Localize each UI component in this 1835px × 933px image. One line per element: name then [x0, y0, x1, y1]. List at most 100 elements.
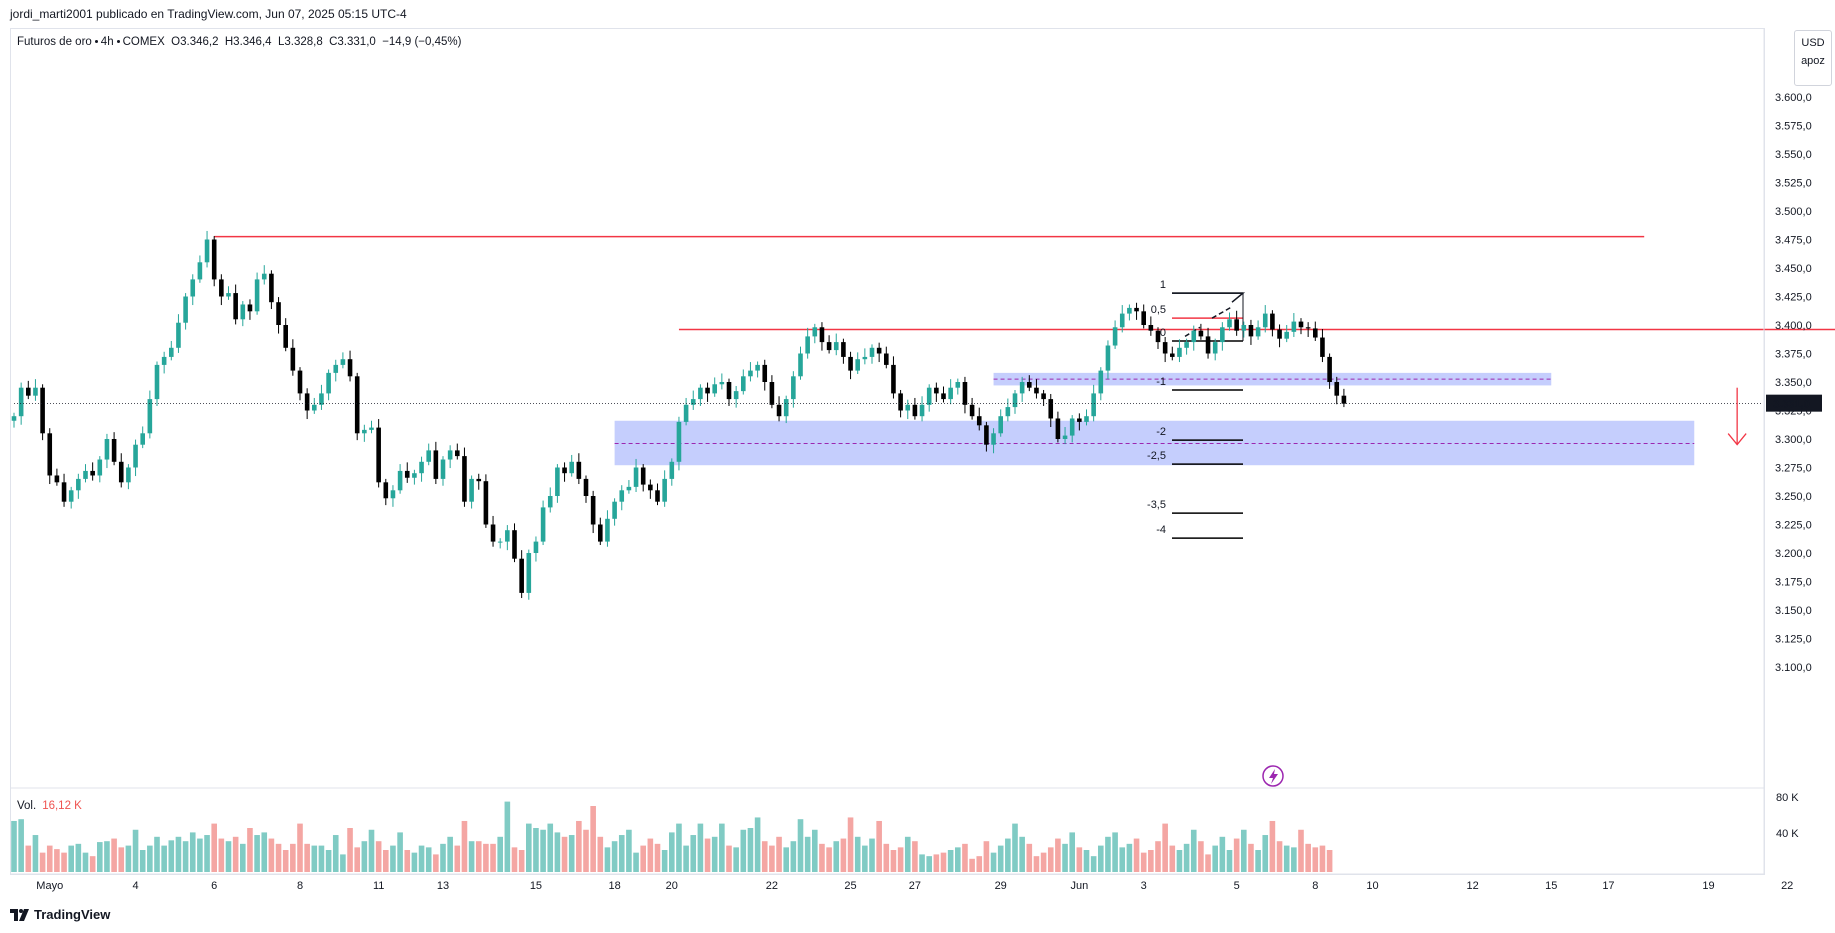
candle-body	[147, 399, 153, 434]
time-tick-label: 22	[1781, 880, 1793, 892]
volume-bar	[1126, 843, 1133, 872]
candle-body	[347, 359, 353, 377]
candle-body	[819, 327, 825, 343]
time-axis: Mayo 4 6 8 11 13 15 18 20 22 25 27 29 Jun 3 5 8 10 12 15 17 1…	[10, 873, 1793, 892]
volume-bar	[862, 845, 868, 872]
currency-code: USD	[1801, 37, 1825, 49]
candle-body	[1248, 325, 1254, 337]
volume-bar	[440, 843, 446, 872]
volume-bar	[275, 843, 282, 872]
volume-bar	[1190, 829, 1197, 872]
candle-body	[462, 456, 467, 502]
candle-body	[483, 481, 489, 525]
volume-bar	[497, 836, 503, 872]
candle-body	[433, 450, 439, 479]
candle-body	[33, 387, 38, 396]
candle-body	[612, 501, 617, 519]
time-tick-label: 13	[437, 880, 449, 892]
volume-bar	[1219, 836, 1226, 872]
brand-name: TradingView	[34, 907, 111, 922]
fib-level-label: 0,5	[1151, 304, 1166, 316]
candle-body	[133, 444, 138, 468]
volume-bar	[1090, 856, 1097, 872]
fib-level-label: -3,5	[1147, 499, 1166, 511]
volume-bar	[1233, 838, 1240, 872]
volume-bar	[812, 829, 818, 872]
candle-body	[526, 553, 532, 593]
close-value: C3.331,0	[329, 36, 376, 48]
volume-bar	[618, 835, 625, 872]
candle-body	[962, 382, 968, 405]
candle-body	[991, 433, 996, 445]
volume-bar	[1176, 850, 1183, 872]
time-tick-label: 10	[1366, 880, 1378, 892]
candle-body	[876, 347, 882, 354]
volume-bar	[947, 850, 954, 872]
volume-bar	[547, 823, 554, 872]
candle-body	[676, 421, 682, 462]
volume-bar	[1098, 845, 1104, 872]
exchange: COMEX	[122, 36, 165, 48]
candle-body	[1220, 327, 1225, 343]
volume-bar	[561, 836, 568, 872]
candle-body	[126, 467, 131, 483]
candle-body	[912, 404, 918, 417]
volume-bar	[1133, 838, 1140, 872]
fib-extension: 1 0,5 0 -1 -2 -2,5 -3,5 -4	[1147, 279, 1246, 539]
candle-body	[1305, 327, 1311, 329]
candle-body	[1127, 307, 1132, 314]
volume-bar	[354, 847, 360, 872]
volume-bar	[526, 823, 532, 872]
candle-body	[1291, 321, 1297, 332]
volume-bar	[990, 852, 997, 872]
price-tick-label: 3.125,0	[1775, 634, 1812, 646]
volume-bar	[976, 856, 983, 872]
currency-selector[interactable]: USD apoz	[1794, 30, 1832, 86]
candle-body	[1227, 319, 1232, 328]
candle-body	[862, 356, 868, 360]
volume-bar	[590, 806, 596, 872]
time-tick-label: 19	[1702, 880, 1714, 892]
volume-bar	[554, 832, 561, 872]
volume-bar	[876, 820, 882, 872]
candle-body	[304, 393, 310, 411]
volume-label: Vol.	[17, 800, 37, 812]
volume-bar	[568, 835, 575, 872]
candle-body	[476, 478, 482, 482]
candle-body	[998, 416, 1003, 434]
volume-bar	[454, 845, 461, 872]
price-tick-label: 3.150,0	[1775, 605, 1812, 617]
candle-body	[1084, 416, 1089, 422]
volume-bar	[1183, 843, 1190, 872]
candle-body	[583, 478, 589, 496]
volume-bar	[1019, 836, 1025, 872]
candle-body	[690, 399, 696, 405]
candle-body	[669, 461, 675, 479]
tradingview-logo[interactable]: TradingView	[10, 907, 110, 922]
volume-bar	[25, 845, 32, 872]
candle-body	[776, 404, 782, 417]
volume-bar	[75, 843, 82, 872]
volume-bar	[883, 843, 890, 872]
candle-body	[240, 304, 246, 320]
horizontal-levels	[214, 235, 1835, 331]
change-value: −14,9 (−0,45%)	[382, 36, 462, 48]
candle-body	[1162, 342, 1168, 354]
volume-bar	[912, 841, 918, 872]
volume-bar	[983, 841, 990, 872]
volume-bar	[390, 845, 396, 872]
candle-body	[154, 364, 160, 400]
volume-bar	[182, 841, 189, 872]
candle-body	[176, 322, 181, 348]
candle-body	[1148, 325, 1154, 331]
volume-bar	[397, 832, 403, 872]
candle-body	[926, 387, 932, 405]
volume-bar	[647, 838, 654, 872]
volume-bar	[1319, 845, 1326, 872]
time-tick-label: 6	[211, 880, 217, 892]
candle-body	[161, 356, 167, 365]
candle-body	[40, 387, 45, 434]
candle-body	[111, 439, 117, 462]
volume-bar	[904, 836, 911, 872]
